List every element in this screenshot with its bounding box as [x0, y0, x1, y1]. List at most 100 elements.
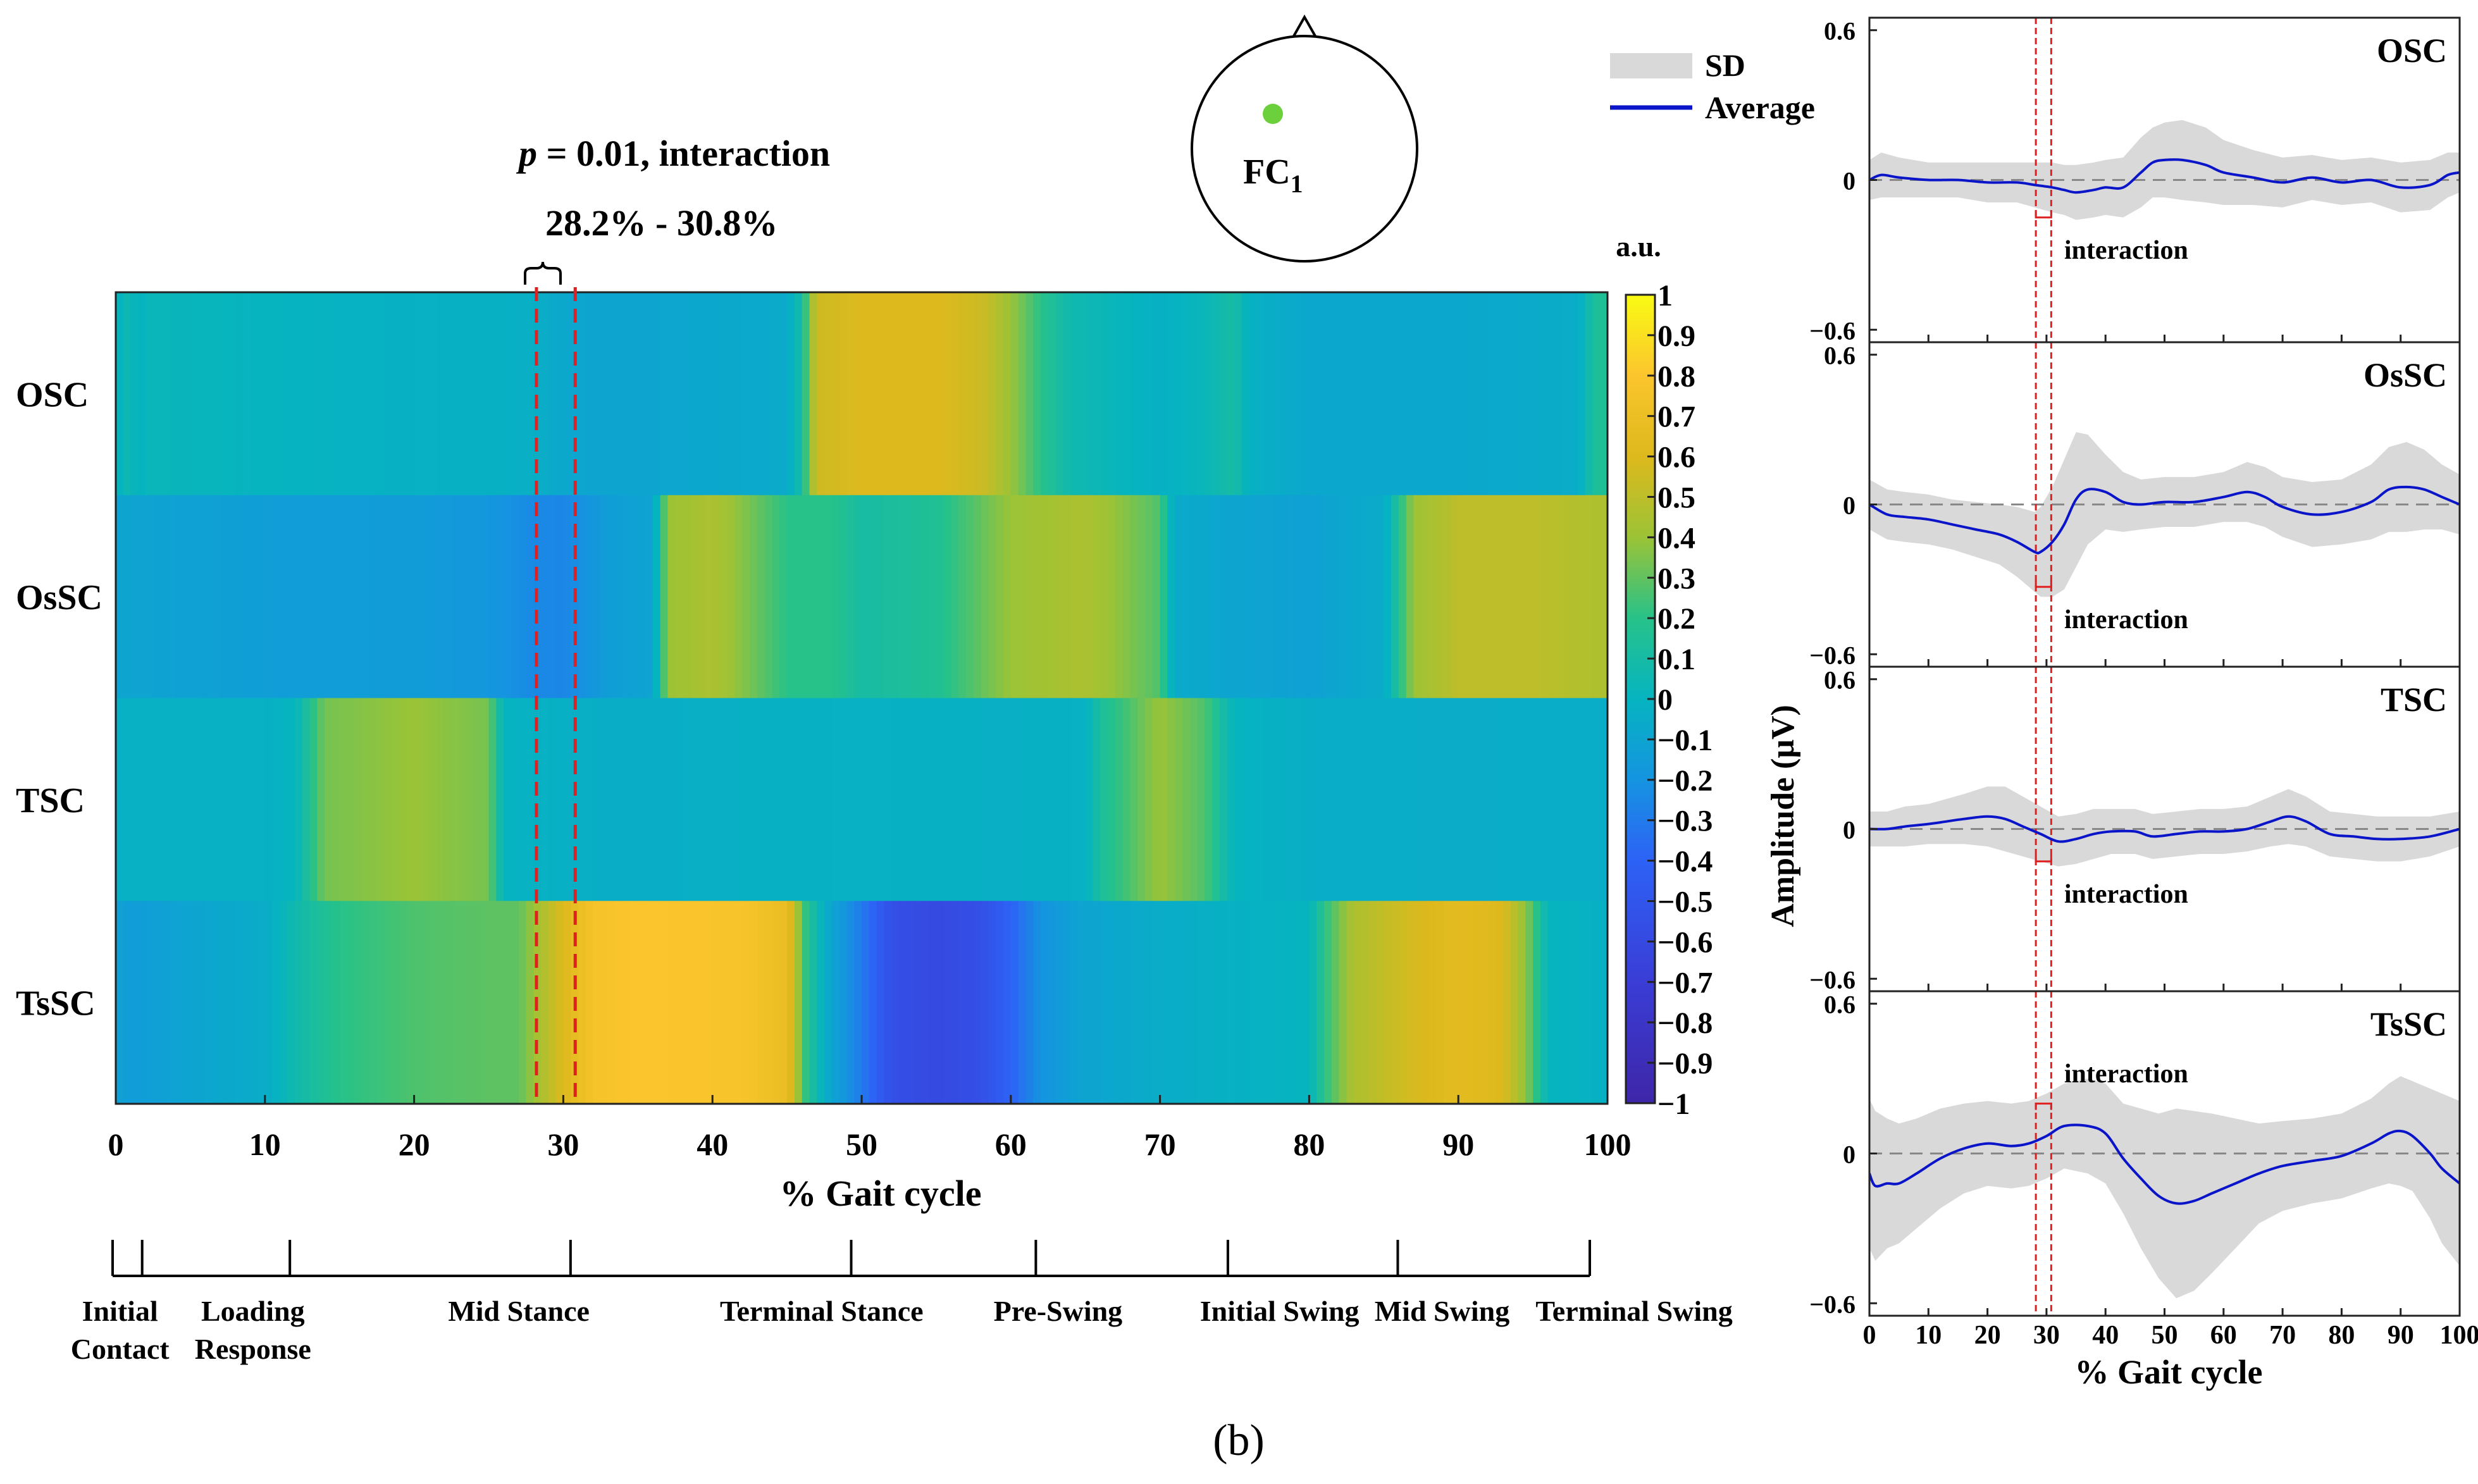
heatmap-cell [138, 698, 147, 902]
heatmap-cell [414, 292, 423, 496]
heatmap-x-tick-label: 60 [995, 1127, 1027, 1162]
heatmap-cell [443, 698, 452, 902]
heatmap-cell [660, 901, 669, 1104]
heatmap-cell [1533, 698, 1541, 902]
heatmap-cell [831, 698, 840, 902]
heatmap-cell [1435, 292, 1444, 496]
heatmap-cell [1518, 292, 1527, 496]
heatmap-cell [1473, 495, 1482, 699]
heatmap-cell [287, 292, 295, 496]
heatmap-cell [280, 292, 288, 496]
heatmap-cell [802, 901, 810, 1104]
heatmap-cell [1077, 292, 1086, 496]
heatmap-cell [130, 292, 139, 496]
heatmap-cell [399, 698, 407, 902]
heatmap-cell [1547, 901, 1556, 1104]
heatmap-cell [1413, 698, 1422, 902]
heatmap-cell [302, 698, 311, 902]
heatmap-cell [630, 495, 639, 699]
heatmap-cell [280, 698, 288, 902]
heatmap-cell [921, 698, 930, 902]
heatmap-cell [1189, 495, 1198, 699]
heatmap-cell [1070, 292, 1079, 496]
heatmap-cell [392, 495, 400, 699]
heatmap-cell [1563, 901, 1571, 1104]
heatmap-cell [891, 698, 900, 902]
heatmap-cell [1227, 698, 1236, 902]
heatmap [116, 292, 1608, 1104]
heatmap-cell [772, 495, 781, 699]
heatmap-cell [683, 901, 691, 1104]
heatmap-cell [1391, 495, 1399, 699]
heatmap-cell [421, 698, 430, 902]
heatmap-cell [1040, 901, 1049, 1104]
heatmap-cell [152, 495, 161, 699]
heatmap-cell [1496, 495, 1504, 699]
heatmap-cell [1234, 292, 1243, 496]
heatmap-cell [1592, 901, 1601, 1104]
heatmap-cell [1025, 495, 1034, 699]
heatmap-cell [1398, 495, 1407, 699]
heatmap-cell [1055, 495, 1064, 699]
panel-title: OSC [2377, 32, 2447, 70]
heatmap-cell [1197, 901, 1206, 1104]
heatmap-cell [1323, 495, 1332, 699]
heatmap-cell [779, 495, 788, 699]
heatmap-cell [943, 698, 952, 902]
heatmap-cell [563, 495, 572, 699]
heatmap-cell [459, 495, 468, 699]
heatmap-cell [630, 292, 639, 496]
heatmap-cell [317, 292, 326, 496]
panel-y-tick-label: 0 [1843, 816, 1855, 844]
heatmap-cell [831, 901, 840, 1104]
colorbar-tick-label: −0.2 [1657, 764, 1713, 798]
heatmap-cell [869, 698, 877, 902]
heatmap-cell [384, 901, 393, 1104]
heatmap-cell [213, 495, 221, 699]
heatmap-cell [809, 698, 818, 902]
heatmap-cell [1100, 698, 1109, 902]
heatmap-cell [1301, 292, 1310, 496]
heatmap-cell [331, 698, 340, 902]
heatmap-cell [1272, 495, 1280, 699]
heatmap-cell [600, 495, 609, 699]
heatmap-cell [227, 901, 236, 1104]
heatmap-cell [690, 901, 698, 1104]
heatmap-cell [399, 495, 407, 699]
heatmap-x-tick-label: 40 [697, 1127, 728, 1162]
heatmap-cell [1130, 495, 1139, 699]
heatmap-cell [429, 901, 437, 1104]
amplitude-panels: 0.6 0 −0.6 OSC interaction 0.6 0 −0.6 OsSC intera… [1809, 16, 2478, 1350]
heatmap-cell [414, 901, 423, 1104]
heatmap-cell [1077, 698, 1086, 902]
heatmap-cell [548, 495, 557, 699]
heatmap-cell [555, 901, 564, 1104]
heatmap-cell [817, 901, 826, 1104]
heatmap-xlabel: % Gait cycle [780, 1173, 982, 1214]
heatmap-cell [906, 292, 915, 496]
heatmap-cell [1510, 292, 1519, 496]
heatmap-cell [898, 292, 907, 496]
heatmap-cell [652, 495, 661, 699]
heatmap-cell [257, 901, 266, 1104]
heatmap-cell [1600, 495, 1608, 699]
heatmap-cell [1055, 292, 1064, 496]
heatmap-cell [727, 292, 736, 496]
heatmap-cell [1354, 495, 1362, 699]
colorbar-ticks: 1 0.9 0.8 0.7 0.6 0.5 0.4 0.3 0.2 0.1 0 −0.1 −0.2 −0.… [1647, 279, 1713, 1121]
heatmap-cell [1212, 901, 1220, 1104]
heatmap-cell [593, 698, 602, 902]
heatmap-cell [347, 495, 356, 699]
heatmap-cell [213, 698, 221, 902]
heatmap-cell [362, 495, 370, 699]
average-line [1869, 815, 2460, 843]
heatmap-cell [1547, 292, 1556, 496]
heatmap-cell [1048, 495, 1056, 699]
heatmap-cell [1384, 495, 1392, 699]
heatmap-cell [719, 698, 728, 902]
heatmap-cell [615, 495, 624, 699]
heatmap-cell [794, 698, 803, 902]
colorbar-tick-label: −1 [1657, 1087, 1690, 1121]
heatmap-cell [936, 901, 945, 1104]
heatmap-cell [399, 901, 407, 1104]
